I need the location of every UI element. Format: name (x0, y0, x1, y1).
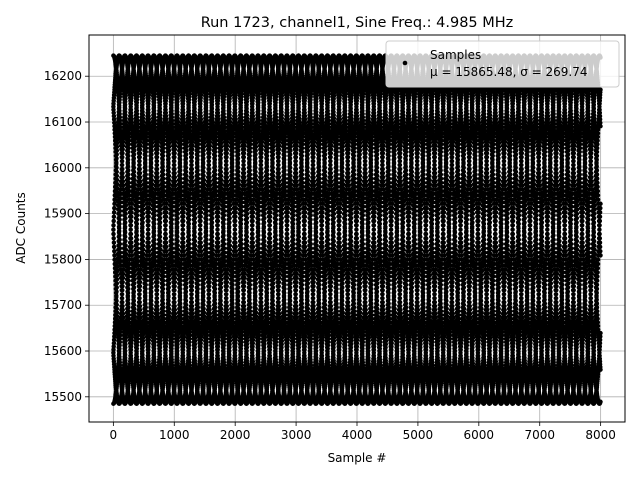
x-tick-label: 1000 (159, 428, 190, 442)
y-tick-label: 15700 (44, 298, 82, 312)
x-tick-label: 3000 (281, 428, 312, 442)
chart-title: Run 1723, channel1, Sine Freq.: 4.985 MH… (201, 15, 514, 31)
y-axis-title: ADC Counts (14, 192, 28, 264)
y-tick-label: 15500 (44, 390, 82, 404)
x-axis: 0 1000 2000 3000 4000 5000 6000 7000 8000 (110, 422, 616, 442)
y-tick-label: 16000 (44, 161, 82, 175)
y-axis: 15500 15600 15700 15800 15900 16000 16100 16200 (44, 69, 89, 404)
legend-series-name: Samples (430, 48, 481, 62)
legend-series-stats: μ = 15865.48, σ = 269.74 (430, 65, 587, 79)
x-axis-title: Sample # (328, 451, 387, 465)
x-tick-label: 6000 (464, 428, 495, 442)
x-tick-label: 7000 (524, 428, 555, 442)
x-tick-label: 2000 (220, 428, 251, 442)
y-tick-label: 16100 (44, 115, 82, 129)
x-tick-label: 8000 (585, 428, 616, 442)
x-tick-label: 0 (110, 428, 118, 442)
y-tick-label: 15800 (44, 252, 82, 266)
legend-marker (402, 60, 408, 66)
y-tick-label: 16200 (44, 69, 82, 83)
legend: Samples μ = 15865.48, σ = 269.74 (385, 40, 620, 88)
y-tick-label: 15900 (44, 207, 82, 221)
x-tick-label: 4000 (342, 428, 373, 442)
y-tick-label: 15600 (44, 344, 82, 358)
x-tick-label: 5000 (403, 428, 434, 442)
legend-box (385, 40, 620, 88)
